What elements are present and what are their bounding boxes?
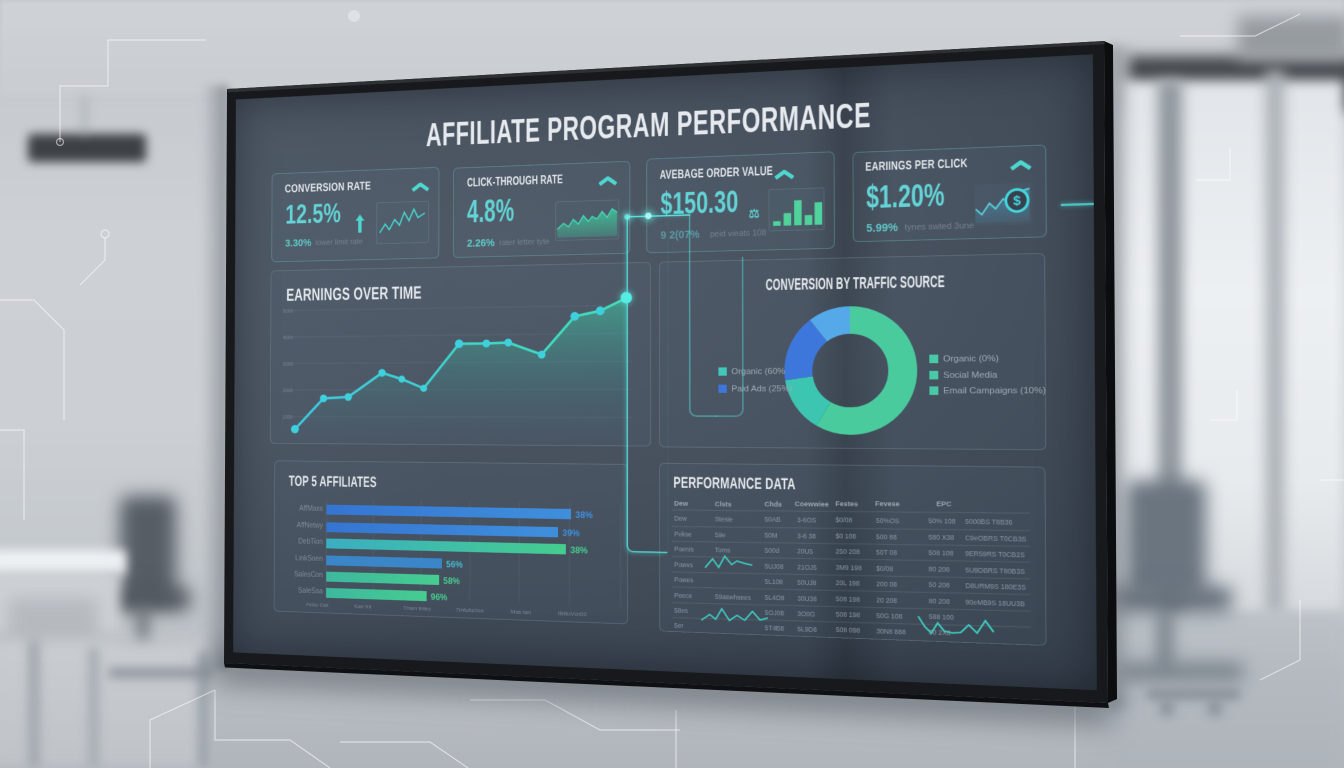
svg-text:588 100: 588 100 xyxy=(929,614,954,622)
svg-text:Pekse: Pekse xyxy=(674,532,692,539)
svg-text:9ER59RS T0CB2S: 9ER59RS T0CB2S xyxy=(965,551,1025,560)
svg-text:30N8 888: 30N8 888 xyxy=(876,629,906,637)
svg-text:508 198: 508 198 xyxy=(836,596,860,604)
svg-text:2000: 2000 xyxy=(283,388,294,393)
svg-text:Poenis: Poenis xyxy=(674,547,694,554)
svg-text:59e: 59e xyxy=(715,532,726,539)
svg-text:Dew: Dew xyxy=(674,516,687,523)
svg-text:58%: 58% xyxy=(443,576,460,586)
svg-text:5er: 5er xyxy=(674,623,683,630)
svg-text:38%: 38% xyxy=(570,545,587,556)
svg-text:3O0G: 3O0G xyxy=(797,611,815,619)
svg-text:Chds: Chds xyxy=(765,502,783,509)
svg-text:LinkSoen: LinkSoen xyxy=(295,555,323,563)
svg-text:C9eOBRS T0CB3S: C9eOBRS T0CB3S xyxy=(965,535,1027,544)
svg-text:7mfsAs0on: 7mfsAs0on xyxy=(456,607,484,615)
svg-text:508 108: 508 108 xyxy=(928,550,953,558)
svg-text:20L 198: 20L 198 xyxy=(836,580,860,588)
svg-text:59aswhsees: 59aswhsees xyxy=(715,594,751,602)
svg-text:Fevese: Fevese xyxy=(875,501,900,509)
svg-text:80 208: 80 208 xyxy=(929,598,950,606)
svg-text:D8URM9S 180E3S: D8URM9S 180E3S xyxy=(965,583,1026,592)
svg-text:5L108: 5L108 xyxy=(765,579,783,587)
svg-text:250 208: 250 208 xyxy=(836,549,860,557)
svg-text:5U9DBRS T80B3S: 5U9DBRS T80B3S xyxy=(965,568,1025,577)
svg-text:Stesie: Stesie xyxy=(715,517,733,524)
svg-text:Festes: Festes xyxy=(835,501,858,508)
svg-text:5UJ08: 5UJ08 xyxy=(765,564,784,572)
svg-text:Peece: Peece xyxy=(674,593,692,600)
svg-text:Dew: Dew xyxy=(674,501,688,508)
svg-text:30U38: 30U38 xyxy=(797,596,817,604)
svg-text:4000: 4000 xyxy=(283,335,294,340)
svg-text:50G 108: 50G 108 xyxy=(876,613,902,621)
svg-text:tBBuVcn00: tBBuVcn00 xyxy=(558,611,587,619)
svg-text:3M9 198: 3M9 198 xyxy=(836,565,862,573)
svg-text:508 198: 508 198 xyxy=(836,612,860,620)
svg-text:1000: 1000 xyxy=(282,414,293,419)
svg-text:5L4O8: 5L4O8 xyxy=(765,595,785,603)
svg-text:50T 08: 50T 08 xyxy=(876,550,897,558)
svg-text:$: $ xyxy=(1013,194,1022,209)
svg-text:38%: 38% xyxy=(575,510,593,520)
svg-text:50AB: 50AB xyxy=(765,517,781,524)
svg-text:50UJ8: 50UJ8 xyxy=(797,580,816,588)
svg-text:SaleSsa: SaleSsa xyxy=(298,587,323,595)
svg-text:500d: 500d xyxy=(765,548,780,555)
svg-text:$0/08: $0/08 xyxy=(876,566,893,574)
svg-text:AffMaxx: AffMaxx xyxy=(299,505,324,513)
svg-text:500 88: 500 88 xyxy=(876,534,897,542)
svg-text:90eMB9S 18UU3B: 90eMB9S 18UU3B xyxy=(965,600,1025,609)
svg-text:39%: 39% xyxy=(562,528,579,539)
svg-text:5L9D8: 5L9D8 xyxy=(797,627,817,635)
svg-text:Febo Oat: Febo Oat xyxy=(306,602,329,609)
svg-text:SalesCon: SalesCon xyxy=(294,571,323,579)
svg-text:$0 108: $0 108 xyxy=(836,533,857,541)
svg-text:5OJ08: 5OJ08 xyxy=(765,610,784,618)
svg-text:50% 108: 50% 108 xyxy=(928,518,955,526)
svg-text:58es: 58es xyxy=(674,608,688,615)
svg-text:DebTion: DebTion xyxy=(298,538,323,546)
svg-text:Mas tan: Mas tan xyxy=(511,609,531,616)
svg-text:Tmen tnteo: Tmen tnteo xyxy=(403,605,431,613)
svg-text:Powvs: Powvs xyxy=(674,562,693,569)
svg-text:20 208: 20 208 xyxy=(876,598,897,606)
svg-text:3-6OS: 3-6OS xyxy=(797,517,817,524)
svg-text:Coewwiee: Coewwiee xyxy=(795,501,830,509)
svg-text:50%OS: 50%OS xyxy=(876,518,900,526)
svg-text:20U5: 20U5 xyxy=(797,549,813,556)
svg-text:Toms: Toms xyxy=(715,548,731,555)
svg-text:96%: 96% xyxy=(431,592,448,603)
svg-text:Kae fnt: Kae fnt xyxy=(354,604,372,611)
svg-text:AffNetwy: AffNetwy xyxy=(297,522,324,530)
svg-text:Clsts: Clsts xyxy=(715,502,733,509)
svg-text:3-6 38: 3-6 38 xyxy=(797,533,816,540)
svg-text:50M: 50M xyxy=(765,533,778,540)
svg-text:580 X38: 580 X38 xyxy=(928,535,954,543)
svg-text:50 208: 50 208 xyxy=(929,582,950,590)
svg-text:5000: 5000 xyxy=(283,308,294,314)
svg-text:21OJ5: 21OJ5 xyxy=(797,565,817,573)
svg-text:200 08: 200 08 xyxy=(876,581,897,589)
svg-text:$0/08: $0/08 xyxy=(836,517,853,524)
svg-text:80 208: 80 208 xyxy=(929,567,950,575)
svg-text:50 2X8: 50 2X8 xyxy=(929,630,951,638)
svg-text:EPC: EPC xyxy=(936,501,952,508)
svg-text:56%: 56% xyxy=(446,559,463,569)
svg-text:Powes: Powes xyxy=(674,577,693,584)
svg-text:5000BS T8B36: 5000BS T8B36 xyxy=(965,519,1012,527)
svg-text:508 098: 508 098 xyxy=(836,627,860,635)
svg-text:3000: 3000 xyxy=(283,361,294,366)
svg-text:5T4B8: 5T4B8 xyxy=(765,625,784,633)
